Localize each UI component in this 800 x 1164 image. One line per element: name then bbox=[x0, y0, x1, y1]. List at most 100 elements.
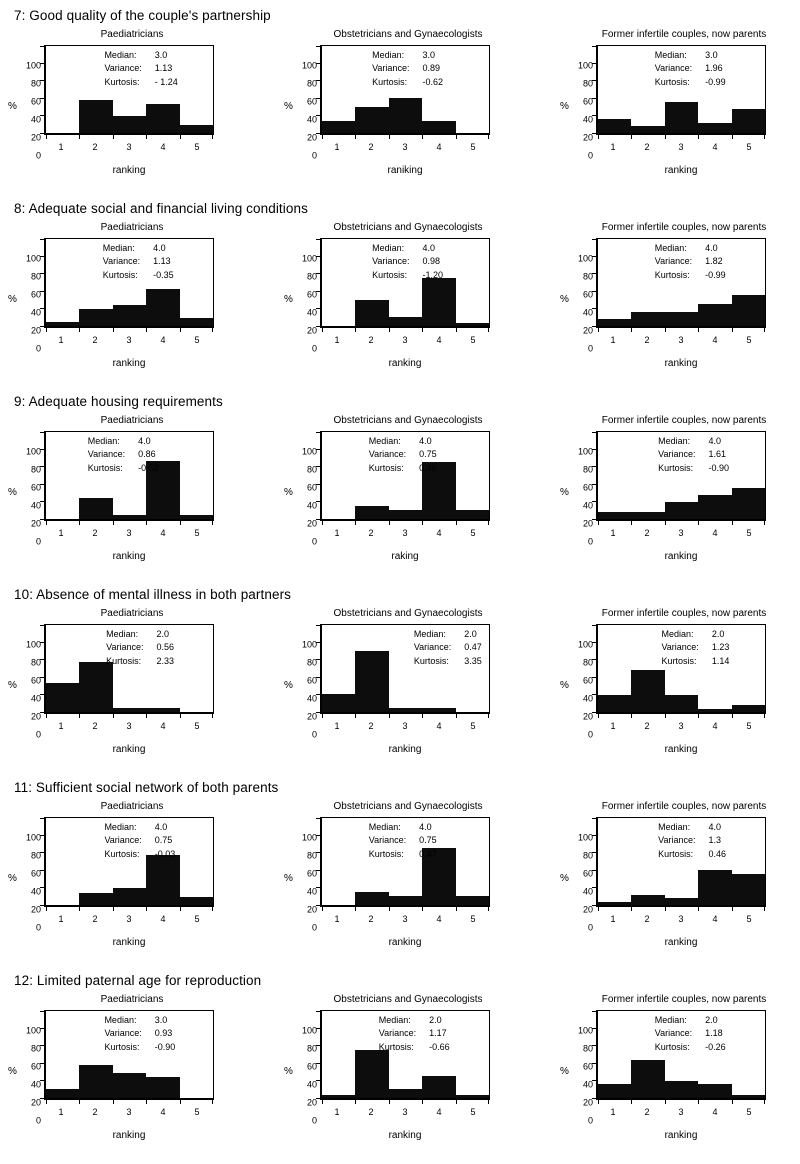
y-tick-mark bbox=[40, 904, 44, 906]
median-label: Median: bbox=[372, 243, 405, 253]
x-axis-title: ranking bbox=[664, 551, 698, 562]
x-tick-mark bbox=[731, 521, 733, 525]
y-tick-mark bbox=[592, 711, 596, 713]
x-tick-label: 5 bbox=[194, 528, 200, 538]
x-axis-tick-labels: 1 2 3 4 5 bbox=[320, 914, 490, 924]
x-tick-label: 4 bbox=[436, 914, 442, 924]
plot-wrap: Median: 4.0 Variance: 1.3 Kurtosis: 0.46 1 2 3 4… bbox=[592, 817, 766, 948]
y-tick-mark bbox=[592, 676, 596, 678]
y-tick-mark bbox=[316, 501, 320, 503]
x-tick-label: 3 bbox=[678, 142, 684, 152]
median-label: Median: bbox=[654, 50, 687, 60]
x-tick-label: 3 bbox=[126, 1107, 132, 1117]
bar-rank-4 bbox=[146, 288, 180, 326]
x-tick-label: 2 bbox=[368, 335, 374, 345]
x-tick-mark bbox=[79, 714, 81, 718]
x-tick-label: 5 bbox=[470, 1107, 476, 1117]
x-tick-mark bbox=[664, 1100, 666, 1104]
kurtosis-value: -0.99 bbox=[705, 269, 726, 280]
plot-area: Median: 4.0 Variance: 0.86 Kurtosis: -0.52 bbox=[40, 431, 214, 525]
chart-title: Paediatricians bbox=[100, 29, 164, 40]
y-tick-mark bbox=[316, 466, 320, 468]
kurtosis-label: Kurtosis: bbox=[106, 655, 142, 666]
kurtosis-value: 2.33 bbox=[156, 655, 174, 666]
y-axis-ticks: 0 20 40 60 80 100 bbox=[572, 833, 596, 932]
y-tick-label: 100 bbox=[577, 253, 593, 263]
variance-value: 1.13 bbox=[154, 63, 173, 74]
y-axis-ticks: 0 20 40 60 80 100 bbox=[572, 61, 596, 160]
bar-rank-5 bbox=[731, 487, 765, 519]
variance-label: Variance: bbox=[106, 642, 144, 653]
y-tick-mark bbox=[40, 483, 44, 485]
x-tick-label: 4 bbox=[712, 142, 718, 152]
x-tick-label: 2 bbox=[644, 528, 650, 538]
y-tick-mark bbox=[40, 641, 44, 643]
histogram-chart: Former infertile couples, now parents % … bbox=[560, 415, 772, 562]
question-title: 9: Adequate housing requirements bbox=[14, 394, 223, 409]
x-tick-label: 1 bbox=[58, 1107, 64, 1117]
y-tick-mark bbox=[40, 1045, 44, 1047]
y-tick-label: 0 bbox=[311, 536, 317, 546]
histogram-chart: Obstetricians and Gynaecologists % 0 20 40… bbox=[284, 608, 496, 755]
x-tick-mark bbox=[146, 1100, 148, 1104]
kurtosis-label: Kurtosis: bbox=[654, 1041, 690, 1052]
variance-label: Variance: bbox=[661, 642, 699, 653]
charts-row: Paediatricians % 0 20 40 60 80 100 Median: 3.0… bbox=[0, 29, 800, 176]
chart-body: % 0 20 40 60 80 100 Median: 4.0 Variance: 1.61 Ku… bbox=[560, 431, 772, 562]
bar-rank-4 bbox=[422, 120, 456, 133]
y-tick-mark bbox=[592, 887, 596, 889]
x-tick-mark bbox=[698, 1100, 700, 1104]
median-value: 3.0 bbox=[422, 50, 435, 60]
x-tick-mark bbox=[212, 328, 213, 332]
x-axis-title: ranking bbox=[112, 744, 146, 755]
y-tick-mark bbox=[592, 817, 596, 819]
y-axis-ticks: 0 20 40 60 80 100 bbox=[296, 1026, 320, 1125]
x-tick-label: 4 bbox=[160, 528, 166, 538]
x-tick-mark bbox=[179, 521, 181, 525]
bar-rank-1 bbox=[598, 1084, 632, 1098]
kurtosis-label: Kurtosis: bbox=[378, 1041, 414, 1052]
question-title: 8: Adequate social and financial living … bbox=[14, 201, 308, 216]
x-tick-mark bbox=[46, 521, 47, 525]
y-tick-mark bbox=[592, 904, 596, 906]
y-tick-mark bbox=[316, 852, 320, 854]
x-tick-mark bbox=[146, 714, 148, 718]
kurtosis-label: Kurtosis: bbox=[654, 269, 690, 280]
x-tick-mark bbox=[212, 714, 213, 718]
y-tick-label: 40 bbox=[582, 886, 593, 896]
stats-box: Median: 3.0 Variance: 1.13 Kurtosis: - 1.24 bbox=[104, 50, 177, 88]
variance-label: Variance: bbox=[87, 449, 126, 460]
stats-box: Median: 3.0 Variance: 1.96 Kurtosis: -0.99 bbox=[655, 50, 726, 88]
x-tick-mark bbox=[322, 328, 323, 332]
y-tick-mark bbox=[40, 501, 44, 503]
bar-rank-4 bbox=[146, 104, 180, 133]
variance-label: Variance: bbox=[368, 449, 407, 460]
x-axis-title: ranking bbox=[664, 358, 698, 369]
sections-container: 7: Good quality of the couple's partners… bbox=[0, 8, 800, 1164]
bar-rank-2 bbox=[355, 106, 389, 133]
x-tick-label: 3 bbox=[402, 142, 408, 152]
y-tick-label: 0 bbox=[311, 729, 317, 739]
x-tick-mark bbox=[355, 521, 357, 525]
chart-title: Paediatricians bbox=[100, 801, 164, 812]
y-tick-label: 20 bbox=[582, 711, 593, 721]
bar-rank-4 bbox=[422, 848, 456, 905]
y-tick-mark bbox=[316, 325, 320, 327]
plot-area: Median: 4.0 Variance: 1.3 Kurtosis: 0.46 bbox=[592, 817, 766, 911]
x-tick-mark bbox=[764, 328, 765, 332]
kurtosis-value: -0.90 bbox=[708, 462, 729, 473]
variance-value: 0.75 bbox=[419, 835, 437, 846]
x-tick-label: 4 bbox=[436, 1107, 442, 1117]
y-tick-mark bbox=[316, 483, 320, 485]
y-axis-label: % bbox=[560, 680, 569, 691]
histogram-chart: Former infertile couples, now parents % … bbox=[560, 801, 772, 948]
x-axis-tick-labels: 1 2 3 4 5 bbox=[320, 1107, 490, 1117]
y-tick-mark bbox=[316, 62, 320, 64]
chart-title: Paediatricians bbox=[100, 222, 164, 233]
y-tick-mark bbox=[40, 80, 44, 82]
histogram-chart: Obstetricians and Gynaecologists % 0 20 40… bbox=[284, 801, 496, 948]
stats-box: Median: 4.0 Variance: 0.75 Kurtosis: -0.03 bbox=[104, 822, 175, 860]
x-axis-tick-labels: 1 2 3 4 5 bbox=[320, 528, 490, 538]
y-tick-label: 0 bbox=[35, 922, 41, 932]
y-tick-mark bbox=[316, 711, 320, 713]
